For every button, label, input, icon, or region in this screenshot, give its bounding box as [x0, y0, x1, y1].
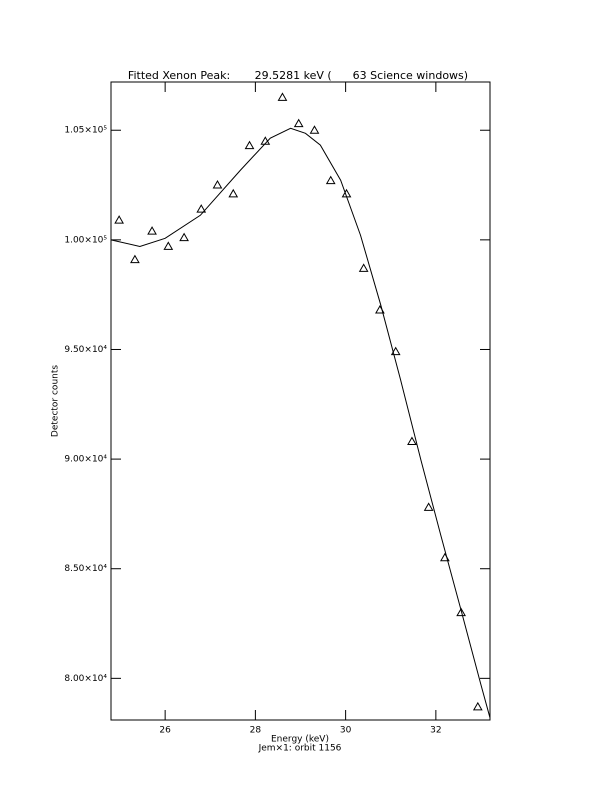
data-point — [440, 552, 450, 562]
data-point — [472, 701, 483, 711]
data-point — [228, 188, 239, 198]
data-point — [341, 188, 352, 198]
y-tick-label: 1.00×10⁵ — [64, 235, 107, 245]
y-tick-label: 1.05×10⁵ — [64, 126, 107, 136]
plot-frame — [110, 81, 491, 721]
data-point — [407, 436, 417, 446]
data-point — [358, 263, 369, 272]
fit-line — [110, 127, 491, 718]
data-point — [293, 118, 304, 128]
y-tick-label: 8.00×10⁴ — [64, 674, 107, 684]
data-point — [260, 136, 271, 145]
x-axis-label: Energy (keV) — [271, 735, 329, 745]
chart-title: Fitted Xenon Peak: 29.5281 keV ( 63 Scie… — [128, 69, 468, 82]
data-point — [375, 305, 385, 314]
data-point — [277, 92, 288, 101]
data-point — [309, 125, 320, 134]
y-tick-label: 9.50×10⁴ — [64, 345, 107, 355]
data-point — [179, 232, 189, 242]
data-point — [244, 140, 255, 150]
data-point — [196, 204, 207, 213]
x-tick-label: 26 — [159, 726, 171, 736]
x-tick-label: 30 — [340, 726, 352, 736]
x-tick-label: 28 — [250, 726, 262, 736]
data-point — [163, 241, 174, 250]
data-point — [147, 226, 157, 235]
y-tick-label: 8.50×10⁴ — [64, 564, 107, 574]
data-point — [114, 215, 124, 224]
data-point — [423, 502, 434, 511]
y-tick-label: 9.00×10⁴ — [64, 455, 107, 465]
data-point — [325, 175, 336, 185]
subtitle: Jem×1: orbit 1156 — [258, 744, 342, 754]
data-point — [130, 254, 140, 264]
data-point — [212, 180, 223, 189]
y-axis-label: Detector counts — [51, 365, 61, 437]
x-tick-label: 32 — [430, 726, 441, 736]
data-point — [390, 346, 401, 356]
data-point — [456, 607, 466, 617]
